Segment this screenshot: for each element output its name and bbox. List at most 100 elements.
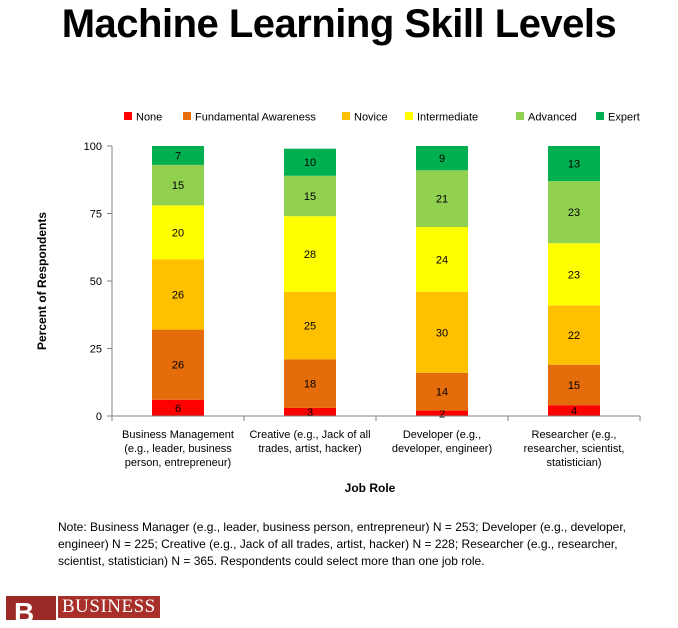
data-label: 15 bbox=[304, 191, 316, 203]
x-tick-label: Developer (e.g., developer, engineer) bbox=[392, 429, 492, 455]
legend-item-5: Expert bbox=[596, 112, 640, 124]
bar-segment-intermediate bbox=[152, 205, 204, 260]
data-label: 20 bbox=[172, 227, 184, 239]
x-tick-label-line: trades, artist, hacker) bbox=[258, 443, 361, 455]
data-label: 21 bbox=[436, 194, 448, 206]
x-tick-label-line: (e.g., leader, business bbox=[124, 443, 232, 455]
bar-segment-advanced bbox=[284, 175, 336, 217]
bar-segment-none bbox=[416, 410, 468, 416]
x-tick-label-line: statistician) bbox=[546, 457, 601, 469]
data-label: 18 bbox=[304, 379, 316, 391]
legend-item-3: Intermediate bbox=[405, 112, 478, 124]
legend-swatch bbox=[124, 112, 132, 120]
legend-swatch bbox=[342, 112, 350, 120]
stacked-bar-chart: None Fundamental Awareness Novice Intermedi… bbox=[35, 112, 641, 495]
bar-segment-expert bbox=[548, 146, 600, 182]
x-axis: Business Management (e.g., leader, busine… bbox=[111, 415, 641, 495]
x-tick-label-line: developer, engineer) bbox=[392, 443, 492, 455]
brand-mark: B bbox=[6, 596, 56, 627]
bar-segment-fundamental-awareness bbox=[152, 329, 204, 400]
bar-segment-novice bbox=[548, 305, 600, 365]
y-tick-label: 100 bbox=[84, 141, 102, 153]
legend-swatch bbox=[516, 112, 524, 120]
x-axis-title: Job Role bbox=[345, 481, 396, 495]
bar-segment-advanced bbox=[548, 181, 600, 244]
legend: None Fundamental Awareness Novice Intermedi… bbox=[124, 112, 640, 124]
legend-item-4: Advanced bbox=[516, 112, 577, 124]
data-label: 15 bbox=[568, 380, 580, 392]
bar-group-1: 3 18 25 28 15 10 bbox=[284, 148, 336, 419]
y-tick-label: 0 bbox=[96, 411, 102, 423]
bar-group-2: 2 14 30 24 21 9 bbox=[416, 146, 468, 420]
legend-item-2: Novice bbox=[342, 112, 388, 124]
bar-segment-none bbox=[548, 405, 600, 416]
bar-segment-none bbox=[152, 399, 204, 416]
bar-segment-novice bbox=[152, 259, 204, 330]
bar-group-3: 4 15 22 23 23 13 bbox=[548, 146, 600, 418]
footnote: Note: Business Manager (e.g., leader, bu… bbox=[58, 520, 626, 568]
legend-item-0: None bbox=[124, 112, 162, 124]
x-tick-label-line: Creative (e.g., Jack of all bbox=[249, 429, 370, 441]
data-label: 26 bbox=[172, 290, 184, 302]
data-label: 10 bbox=[304, 157, 316, 169]
data-label: 22 bbox=[568, 330, 580, 342]
y-tick-label: 75 bbox=[90, 209, 102, 221]
legend-item-1: Fundamental Awareness bbox=[183, 112, 316, 124]
data-label: 9 bbox=[439, 153, 445, 165]
data-label: 23 bbox=[568, 207, 580, 219]
legend-label: Advanced bbox=[528, 112, 577, 124]
bar-segment-none bbox=[284, 407, 336, 416]
data-label: 2 bbox=[439, 408, 445, 420]
x-tick-label-line: Business Management bbox=[122, 429, 234, 441]
data-label: 25 bbox=[304, 321, 316, 333]
chart-title: Machine Learning Skill Levels bbox=[61, 2, 617, 46]
bar-segment-intermediate bbox=[548, 243, 600, 306]
brand-mark-letter: B bbox=[14, 597, 35, 628]
x-tick-label: Business Management (e.g., leader, busine… bbox=[122, 429, 234, 469]
legend-label: Novice bbox=[354, 112, 388, 124]
data-label: 14 bbox=[436, 387, 448, 399]
bar-segment-novice bbox=[284, 291, 336, 360]
data-label: 7 bbox=[175, 150, 181, 162]
legend-swatch bbox=[596, 112, 604, 120]
legend-swatch bbox=[405, 112, 413, 120]
data-label: 6 bbox=[175, 403, 181, 415]
legend-label: Intermediate bbox=[417, 112, 478, 124]
data-label: 26 bbox=[172, 360, 184, 372]
bar-segment-fundamental-awareness bbox=[284, 359, 336, 408]
data-label: 24 bbox=[436, 254, 448, 266]
bar-group-0: 6 26 26 20 15 7 bbox=[152, 146, 204, 416]
y-axis-title: Percent of Respondents bbox=[35, 212, 49, 350]
bar-segment-intermediate bbox=[416, 227, 468, 292]
data-label: 4 bbox=[571, 406, 577, 418]
legend-label: Fundamental Awareness bbox=[195, 112, 316, 124]
bars: 6 26 26 20 15 7 3 18 25 28 15 10 2 14 30 24 21 9 4 15 22 23 23… bbox=[152, 146, 600, 420]
data-label: 30 bbox=[436, 327, 448, 339]
bar-segment-intermediate bbox=[284, 216, 336, 292]
y-axis: 0 25 50 75 100 Percent of Respondents bbox=[35, 141, 113, 423]
brand-logo: B BUSINESS bbox=[6, 596, 160, 627]
data-label: 3 bbox=[307, 407, 313, 419]
x-tick-label-line: person, entrepreneur) bbox=[125, 457, 231, 469]
bar-segment-advanced bbox=[152, 164, 204, 206]
legend-label: None bbox=[136, 112, 162, 124]
bar-segment-expert bbox=[416, 146, 468, 171]
data-label: 15 bbox=[172, 180, 184, 192]
data-label: 23 bbox=[568, 269, 580, 281]
brand-text: BUSINESS bbox=[58, 596, 160, 618]
bar-segment-fundamental-awareness bbox=[416, 372, 468, 411]
x-tick-label-line: Developer (e.g., bbox=[403, 429, 481, 441]
bar-segment-novice bbox=[416, 291, 468, 373]
bar-segment-expert bbox=[284, 148, 336, 176]
y-tick-label: 50 bbox=[90, 276, 102, 288]
legend-label: Expert bbox=[608, 112, 640, 124]
data-label: 13 bbox=[568, 159, 580, 171]
y-tick-label: 25 bbox=[90, 344, 102, 356]
legend-swatch bbox=[183, 112, 191, 120]
bar-segment-fundamental-awareness bbox=[548, 364, 600, 406]
x-tick-label: Creative (e.g., Jack of all trades, artis… bbox=[249, 429, 370, 455]
bar-segment-expert bbox=[152, 146, 204, 165]
x-tick-label-line: researcher, scientist, bbox=[524, 443, 625, 455]
data-label: 28 bbox=[304, 249, 316, 261]
bar-segment-advanced bbox=[416, 170, 468, 227]
